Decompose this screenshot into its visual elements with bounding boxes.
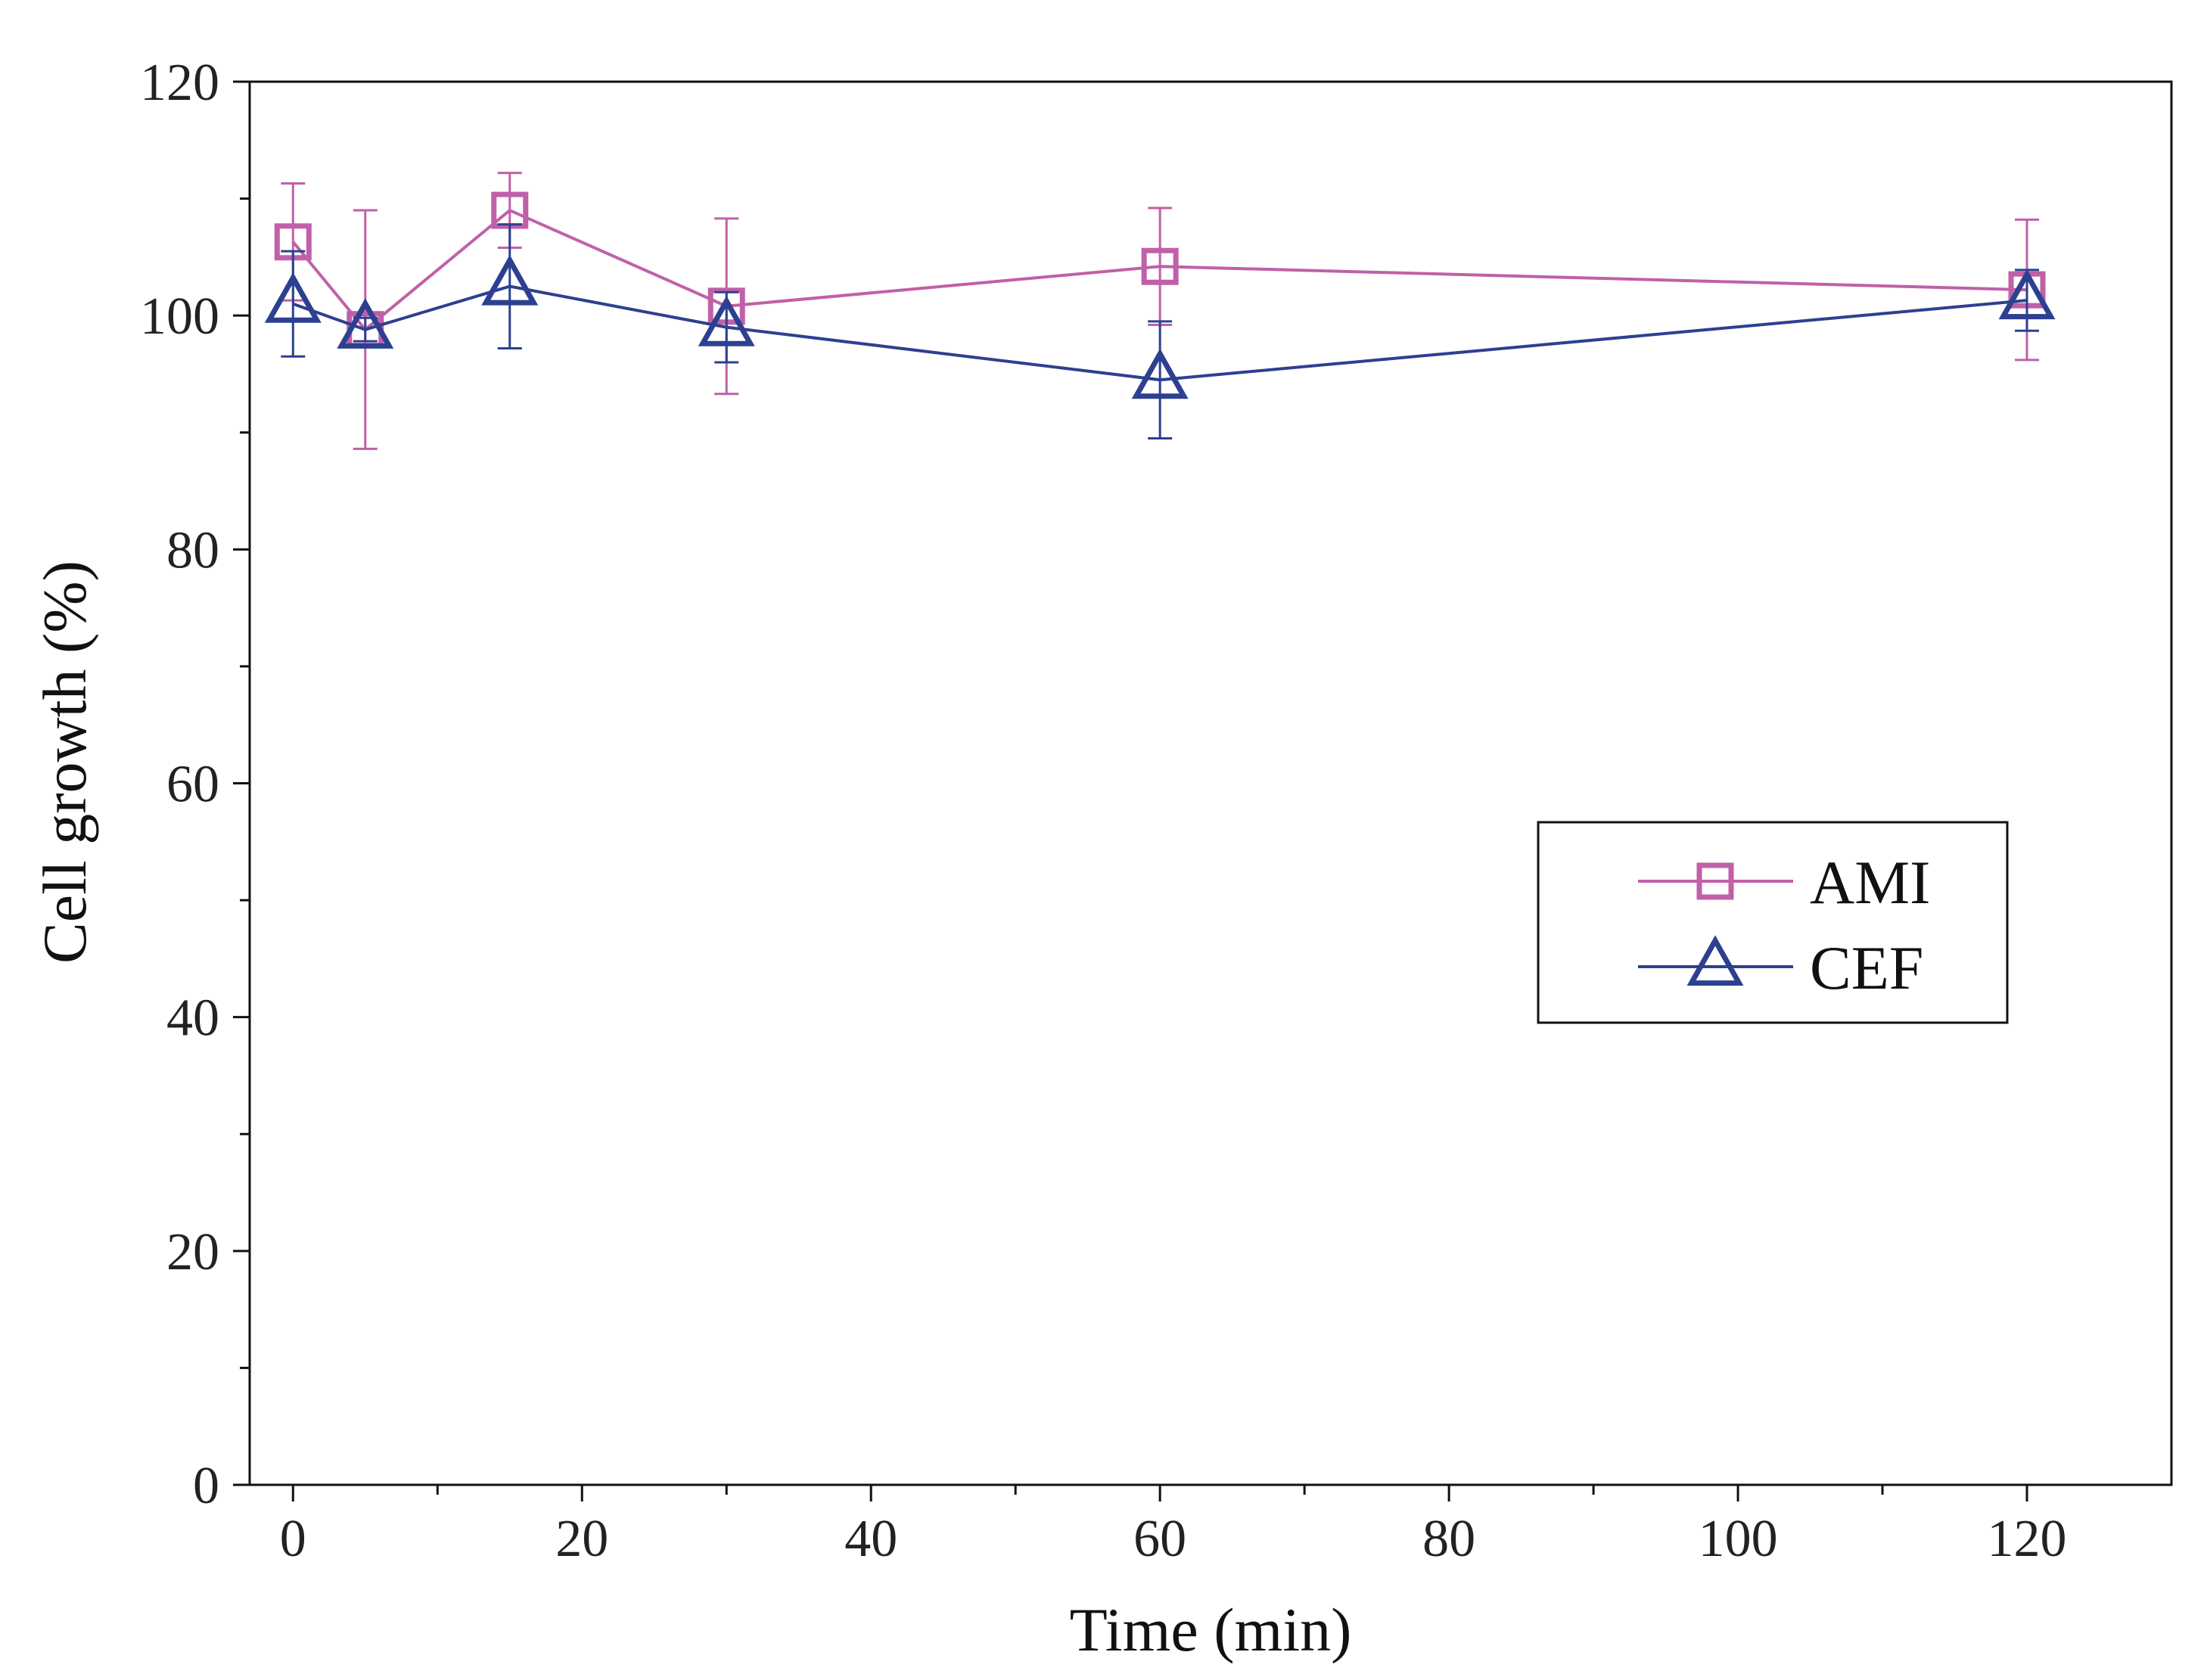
- data-point: [698, 295, 755, 346]
- data-point: [337, 298, 394, 349]
- data-point: [264, 272, 322, 323]
- x-axis-title: Time (min): [1070, 1595, 1352, 1664]
- legend-label: CEF: [1810, 933, 1923, 1002]
- x-tick-label: 120: [1988, 1510, 2067, 1568]
- legend-label: AMI: [1810, 848, 1930, 917]
- x-tick-label: 60: [1133, 1510, 1186, 1568]
- y-tick-label: 80: [166, 521, 219, 579]
- x-tick-label: 80: [1422, 1510, 1475, 1568]
- y-tick-label: 0: [193, 1457, 219, 1515]
- x-axis: 0 20 40 60 80 100 120: [280, 1485, 2067, 1568]
- data-point: [1998, 269, 2056, 320]
- legend-entries: AMI CEF: [1638, 848, 1930, 1002]
- x-tick-label: 0: [280, 1510, 306, 1568]
- y-tick-label: 40: [166, 989, 219, 1048]
- legend-item-cef: CEF: [1638, 933, 1923, 1002]
- legend: AMI CEF: [1537, 821, 2009, 1024]
- y-axis: 0 20 40 60 80 100 120: [140, 54, 250, 1515]
- y-tick-label: 100: [140, 287, 219, 346]
- series-ami: [274, 172, 2046, 450]
- y-tick-label: 60: [166, 756, 219, 814]
- x-tick-label: 100: [1699, 1510, 1778, 1568]
- data-point: [1141, 247, 1179, 285]
- series-layer: [264, 172, 2056, 450]
- y-tick-label: 20: [166, 1223, 219, 1281]
- legend-item-ami: AMI: [1638, 848, 1930, 917]
- y-tick-label: 120: [140, 54, 219, 112]
- legend-marker: [1696, 862, 1734, 900]
- data-point: [1131, 348, 1189, 399]
- legend-marker: [1686, 935, 1744, 986]
- data-point: [481, 254, 539, 306]
- x-tick-label: 20: [555, 1510, 608, 1568]
- x-tick-label: 40: [844, 1510, 897, 1568]
- legend-box: [1537, 821, 2009, 1024]
- series-cef: [264, 223, 2056, 439]
- y-axis-title: Cell growth (%): [30, 561, 99, 964]
